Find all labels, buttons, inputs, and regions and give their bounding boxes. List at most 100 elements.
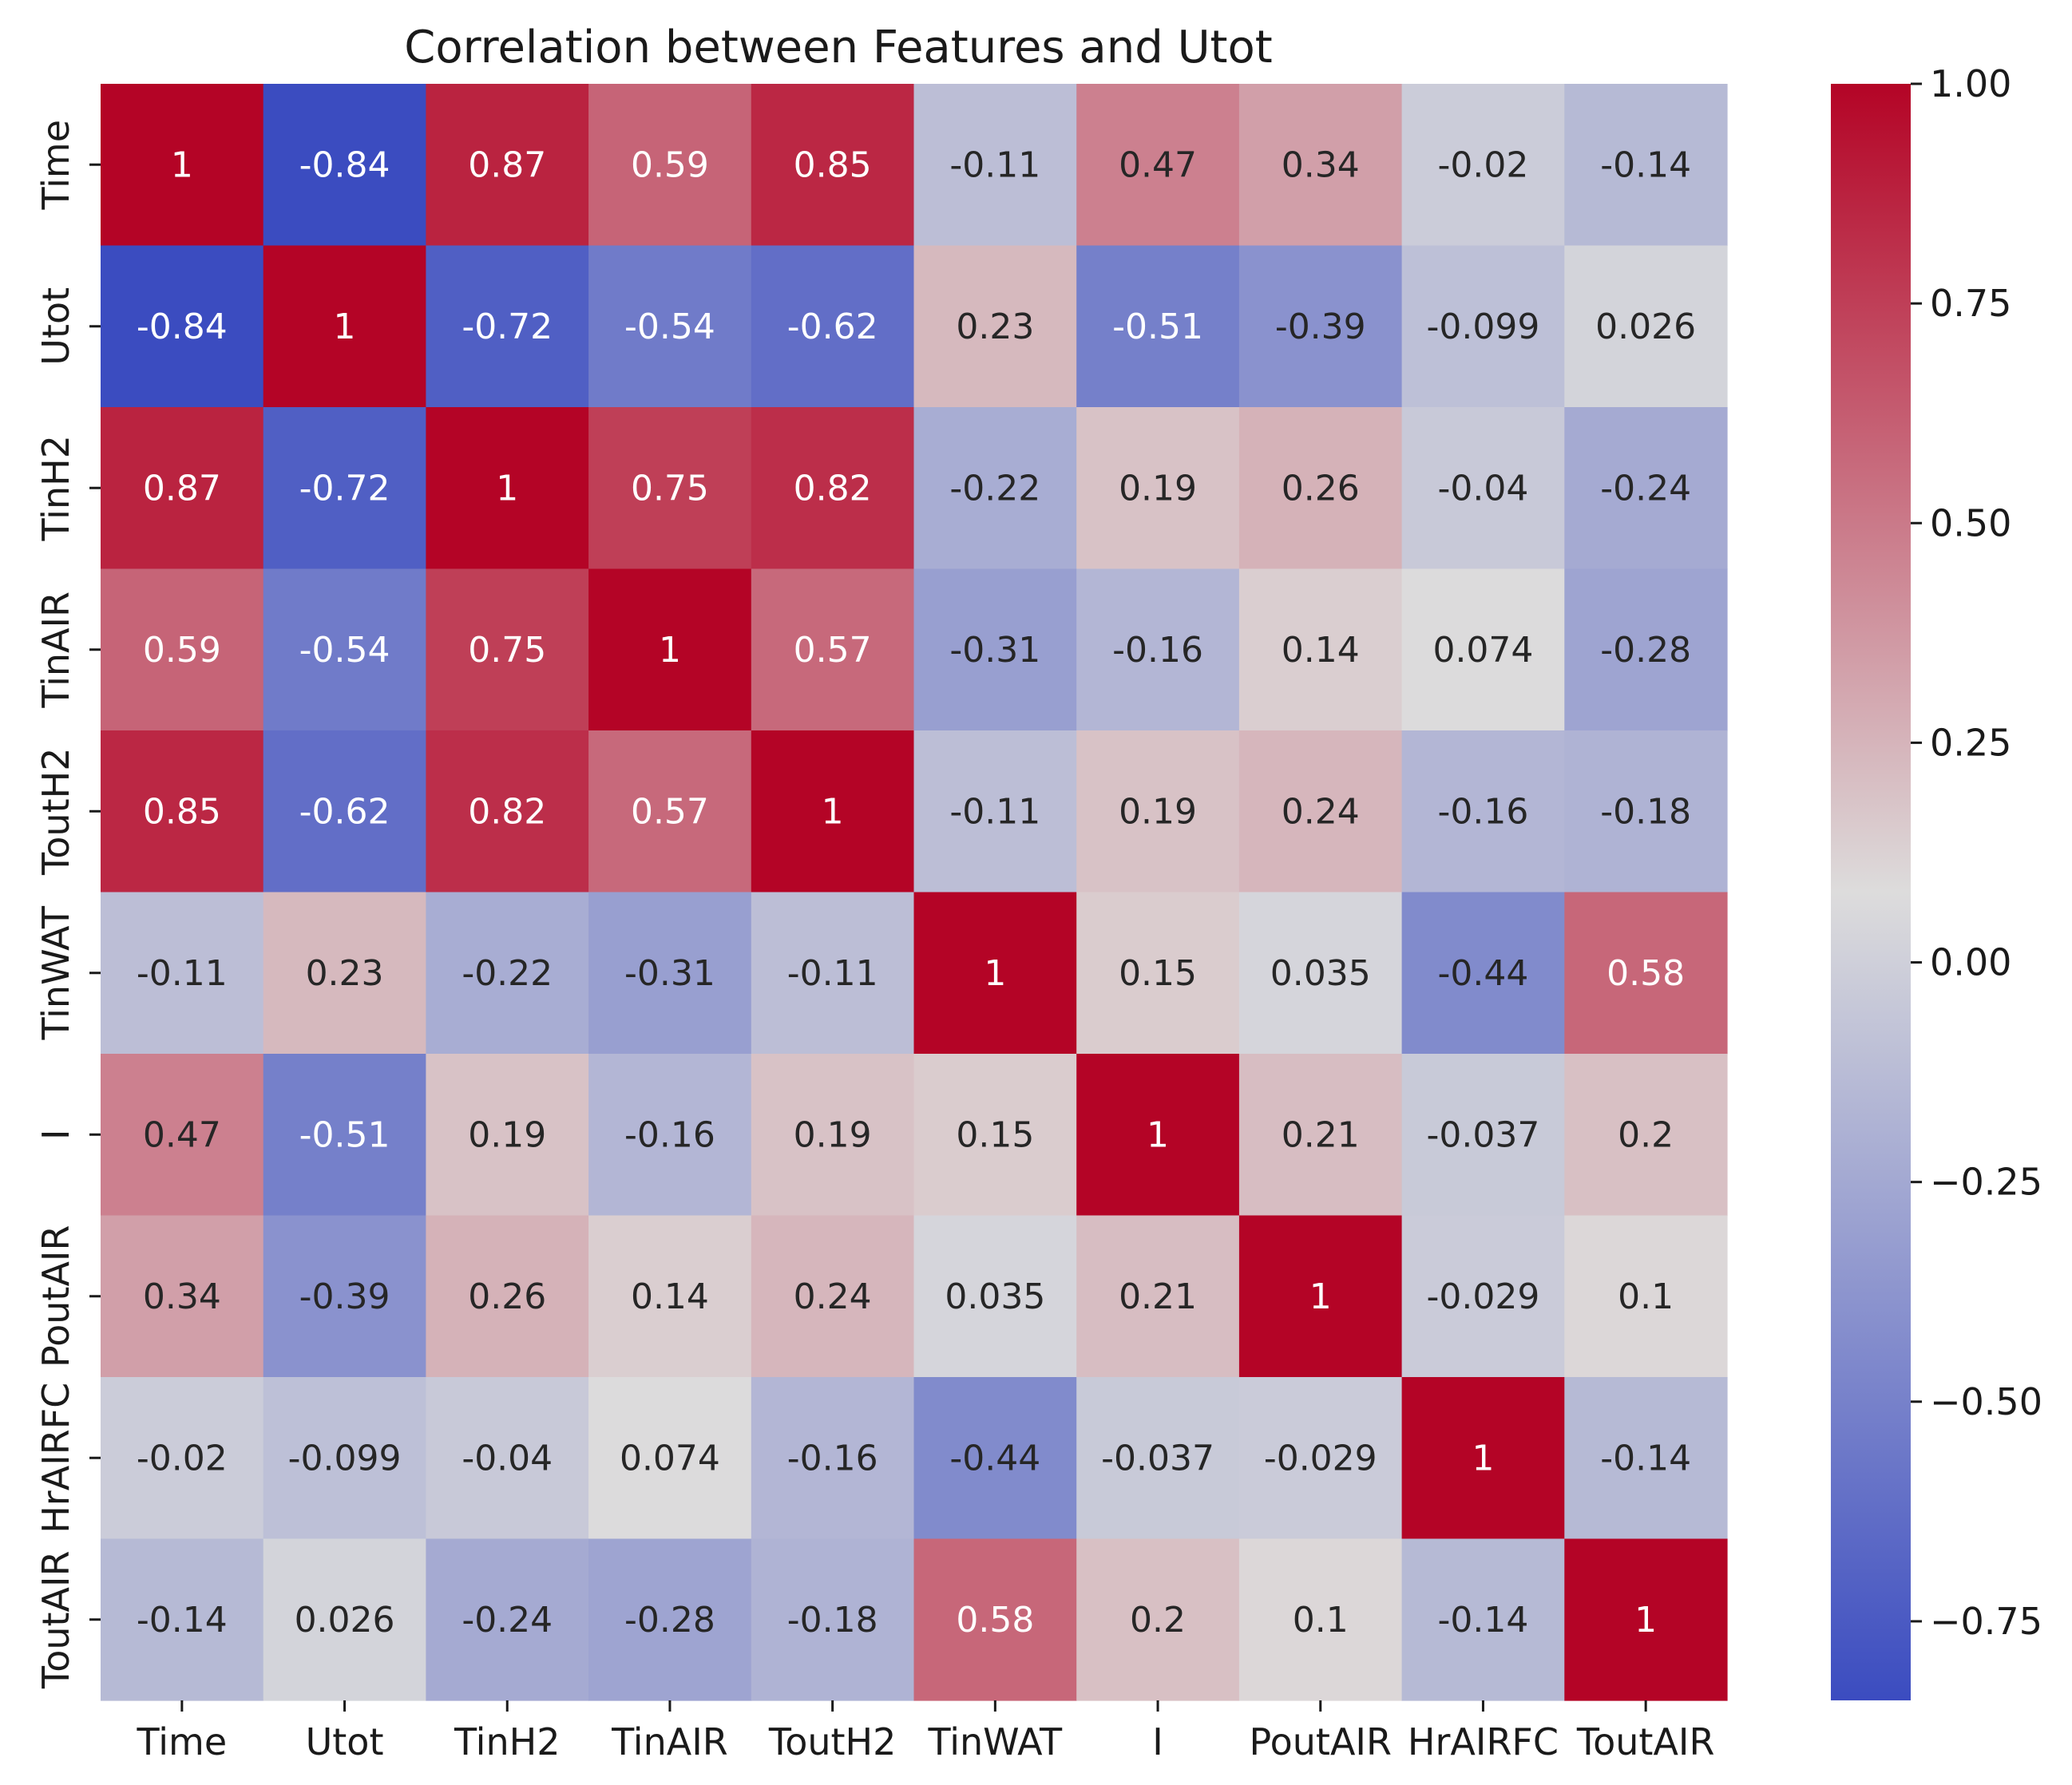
cell-annotation-TinWAT-I: 0.15: [1119, 953, 1197, 994]
cell-annotation-TinAIR-PoutAIR: 0.14: [1282, 630, 1360, 671]
cell-annotation-Utot-I: -0.51: [1112, 307, 1203, 347]
cell-annotation-PoutAIR-TinH2: 0.26: [468, 1276, 546, 1317]
cell-annotation-PoutAIR-I: 0.21: [1119, 1276, 1197, 1317]
heatmap-cell-Utot-TinAIR: [588, 245, 752, 408]
heatmap-cell-TinAIR-ToutAIR: [1564, 568, 1728, 731]
heatmap-cell-HrAIRFC-PoutAIR: [1238, 1377, 1403, 1540]
cell-annotation-Utot-ToutAIR: 0.026: [1595, 307, 1696, 347]
cell-annotation-Utot-TinWAT: 0.23: [956, 307, 1034, 347]
heatmap-cell-TinAIR-Time: [101, 568, 264, 731]
cell-annotation-TinWAT-HrAIRFC: -0.44: [1438, 953, 1529, 994]
cell-annotation-Utot-ToutH2: -0.62: [787, 307, 878, 347]
cell-annotation-HrAIRFC-Utot: -0.099: [288, 1438, 402, 1478]
heatmap-cell-HrAIRFC-TinAIR: [588, 1377, 752, 1540]
cell-annotation-ToutH2-TinH2: 0.82: [468, 791, 546, 832]
heatmap-cell-PoutAIR-ToutAIR: [1564, 1215, 1728, 1378]
heatmap-cell-TinH2-TinWAT: [913, 407, 1077, 570]
cell-annotation-ToutAIR-TinWAT: 0.58: [956, 1600, 1034, 1641]
heatmap-cell-ToutH2-HrAIRFC: [1401, 730, 1565, 893]
heatmap-cells: [101, 84, 1728, 1701]
y-tick-label-HrAIRFC: HrAIRFC: [34, 1383, 77, 1534]
heatmap-cell-ToutH2-TinAIR: [588, 730, 752, 893]
cell-annotation-TinH2-TinH2: 1: [496, 468, 518, 509]
cell-annotation-TinWAT-TinWAT: 1: [984, 953, 1006, 994]
colorbar-tick-label-1: 0.75: [1930, 282, 2011, 325]
heatmap-cell-Time-Time: [101, 84, 264, 247]
cell-annotation-PoutAIR-ToutH2: 0.24: [794, 1276, 872, 1317]
cell-annotation-Time-PoutAIR: 0.34: [1282, 144, 1360, 185]
cell-annotation-ToutAIR-TinAIR: -0.28: [624, 1600, 715, 1641]
cell-annotation-ToutH2-ToutAIR: -0.18: [1600, 791, 1691, 832]
cell-annotation-Time-Time: 1: [171, 144, 193, 185]
heatmap-cell-ToutAIR-Time: [101, 1538, 264, 1701]
cell-annotation-TinAIR-ToutAIR: -0.28: [1600, 630, 1691, 671]
heatmap-cell-TinWAT-Time: [101, 892, 264, 1055]
cell-annotation-PoutAIR-HrAIRFC: -0.029: [1427, 1276, 1540, 1317]
heatmap-cell-TinWAT-TinWAT: [913, 892, 1077, 1055]
cell-annotation-ToutH2-PoutAIR: 0.24: [1282, 791, 1360, 832]
heatmap-cell-PoutAIR-TinH2: [426, 1215, 589, 1378]
colorbar-tick-label-6: −0.50: [1930, 1380, 2042, 1423]
heatmap-cell-TinWAT-HrAIRFC: [1401, 892, 1565, 1055]
heatmap-cell-ToutAIR-TinH2: [426, 1538, 589, 1701]
heatmap-cell-HrAIRFC-ToutH2: [751, 1377, 915, 1540]
heatmap-cell-ToutAIR-ToutAIR: [1564, 1538, 1728, 1701]
heatmap-cell-ToutH2-Utot: [263, 730, 426, 893]
heatmap-cell-PoutAIR-Time: [101, 1215, 264, 1378]
cell-annotation-I-Time: 0.47: [143, 1114, 221, 1155]
chart-title: Correlation between Features and Utot: [404, 22, 1272, 73]
colorbar: 1.00 0.75 0.50 0.25 0.00 −0.25 −0.50 −0.75: [1831, 62, 2042, 1700]
cell-annotation-PoutAIR-TinWAT: 0.035: [945, 1276, 1045, 1317]
heatmap-cell-TinWAT-PoutAIR: [1238, 892, 1403, 1055]
heatmap-cell-HrAIRFC-TinH2: [426, 1377, 589, 1540]
heatmap-cell-PoutAIR-Utot: [263, 1215, 426, 1378]
heatmap-cell-HrAIRFC-ToutAIR: [1564, 1377, 1728, 1540]
cell-annotation-I-HrAIRFC: -0.037: [1427, 1114, 1540, 1155]
heatmap-cell-TinAIR-TinWAT: [913, 568, 1077, 731]
cell-annotation-ToutAIR-Utot: 0.026: [295, 1600, 395, 1641]
heatmap-cell-TinWAT-ToutH2: [751, 892, 915, 1055]
x-tick-label-Time: Time: [137, 1720, 228, 1763]
heatmap-cell-TinAIR-Utot: [263, 568, 426, 731]
cell-annotation-TinWAT-Utot: 0.23: [306, 953, 384, 994]
colorbar-tick-label-0: 1.00: [1930, 62, 2011, 105]
cell-annotation-ToutH2-I: 0.19: [1119, 791, 1197, 832]
cell-annotation-ToutAIR-ToutAIR: 1: [1634, 1600, 1657, 1641]
y-axis: Time Utot TinH2 TinAIR ToutH2 TinWAT I PoutAIR H…: [34, 120, 101, 1689]
heatmap-cell-ToutH2-TinWAT: [913, 730, 1077, 893]
cell-annotation-TinWAT-TinAIR: -0.31: [624, 953, 715, 994]
cell-annotation-Utot-Time: -0.84: [137, 307, 228, 347]
x-tick-label-TinH2: TinH2: [454, 1720, 560, 1763]
heatmap-cell-TinH2-TinH2: [426, 407, 589, 570]
heatmap-cell-HrAIRFC-HrAIRFC: [1401, 1377, 1565, 1540]
x-tick-label-I: I: [1152, 1720, 1163, 1763]
cell-annotation-I-ToutAIR: 0.2: [1618, 1114, 1674, 1155]
heatmap-cell-I-PoutAIR: [1238, 1054, 1403, 1217]
x-tick-label-ToutH2: ToutH2: [768, 1720, 896, 1763]
heatmap-cell-TinWAT-ToutAIR: [1564, 892, 1728, 1055]
heatmap-cell-Utot-ToutH2: [751, 245, 915, 408]
heatmap-cell-ToutH2-I: [1076, 730, 1240, 893]
cell-annotation-Time-Utot: -0.84: [299, 144, 390, 185]
heatmap-cell-TinH2-HrAIRFC: [1401, 407, 1565, 570]
heatmap-cell-Utot-TinWAT: [913, 245, 1077, 408]
colorbar-tick-label-7: −0.75: [1930, 1600, 2042, 1643]
y-tick-label-Utot: Utot: [34, 287, 77, 366]
colorbar-tick-label-3: 0.25: [1930, 721, 2011, 764]
heatmap-cell-I-ToutAIR: [1564, 1054, 1728, 1217]
colorbar-tick-label-5: −0.25: [1930, 1161, 2042, 1204]
cell-annotation-TinH2-Time: 0.87: [143, 468, 221, 509]
cell-annotation-HrAIRFC-ToutAIR: -0.14: [1600, 1438, 1691, 1478]
cell-annotation-PoutAIR-ToutAIR: 0.1: [1618, 1276, 1674, 1317]
cell-annotation-TinH2-ToutAIR: -0.24: [1600, 468, 1691, 509]
cell-annotation-TinWAT-PoutAIR: 0.035: [1270, 953, 1371, 994]
heatmap-cell-PoutAIR-TinAIR: [588, 1215, 752, 1378]
y-tick-label-ToutH2: ToutH2: [34, 748, 77, 876]
cell-annotation-TinH2-I: 0.19: [1119, 468, 1197, 509]
heatmap-cell-TinAIR-HrAIRFC: [1401, 568, 1565, 731]
heatmap-cell-TinH2-I: [1076, 407, 1240, 570]
heatmap-cell-Utot-ToutAIR: [1564, 245, 1728, 408]
cell-annotation-TinH2-HrAIRFC: -0.04: [1438, 468, 1529, 509]
cell-annotation-PoutAIR-TinAIR: 0.14: [631, 1276, 709, 1317]
